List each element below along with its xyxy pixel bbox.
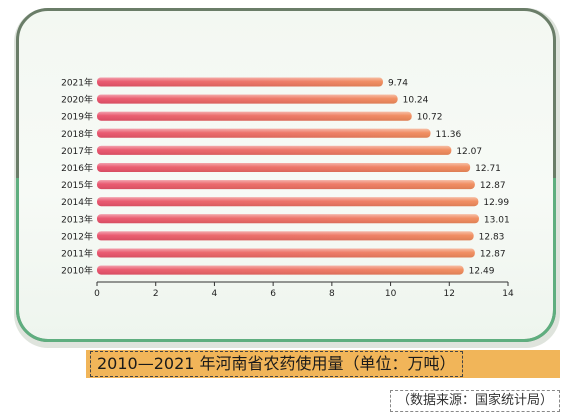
x-tick-label: 10: [385, 289, 397, 299]
bar-highlight: [97, 214, 479, 224]
bar-highlight: [97, 265, 464, 275]
bar-highlight: [97, 145, 452, 155]
x-tick-label: 0: [94, 289, 100, 299]
data-label: 10.72: [417, 113, 443, 123]
x-tick-label: 8: [329, 289, 335, 299]
x-tick-label: 6: [270, 289, 276, 299]
category-label: 2015年: [61, 179, 93, 191]
data-label: 12.87: [480, 250, 506, 260]
data-label: 12.87: [480, 181, 506, 191]
category-label: 2016年: [61, 162, 93, 174]
data-label: 12.83: [479, 232, 505, 242]
data-label: 12.71: [475, 164, 501, 174]
category-label: 2021年: [61, 77, 93, 89]
data-label: 12.07: [456, 147, 482, 157]
x-tick-label: 12: [444, 289, 455, 299]
caption-bar: [86, 350, 560, 378]
data-label: 11.36: [435, 130, 461, 140]
bar-highlight: [97, 94, 398, 104]
bar-highlight: [97, 248, 475, 258]
bars-layer: 2021年 9.74 2020年 10.24 2019年 10.72 2018年 11.36 2…: [61, 77, 510, 277]
x-tick-label: 14: [502, 289, 514, 299]
bar-highlight: [97, 128, 431, 138]
bar-highlight: [97, 180, 475, 190]
data-source-note: （数据来源：国家统计局）: [389, 390, 560, 412]
x-tick-label: 4: [212, 289, 218, 299]
category-label: 2019年: [61, 111, 93, 123]
chart-panel: [16, 8, 556, 342]
category-label: 2020年: [61, 94, 93, 106]
bar-highlight: [97, 111, 412, 121]
data-label: 13.01: [484, 215, 510, 225]
category-label: 2010年: [61, 265, 93, 277]
category-label: 2014年: [61, 196, 93, 208]
bar-highlight: [97, 197, 479, 207]
bar-highlight: [97, 231, 474, 241]
x-tick-label: 2: [153, 289, 159, 299]
data-label: 12.99: [483, 198, 509, 208]
category-label: 2013年: [61, 213, 93, 225]
bar-highlight: [97, 163, 471, 172]
category-label: 2012年: [61, 230, 93, 242]
x-axis: 0 2 4 6 8 10 12 14: [94, 281, 514, 299]
bar-highlight: [97, 77, 383, 87]
data-label: 9.74: [388, 79, 408, 89]
category-label: 2011年: [61, 248, 93, 260]
chart-caption: 2010—2021 年河南省农药使用量（单位：万吨）: [90, 351, 463, 377]
category-label: 2018年: [61, 128, 93, 140]
category-label: 2017年: [61, 145, 93, 157]
data-label: 12.49: [469, 267, 495, 277]
data-label: 10.24: [403, 96, 429, 106]
